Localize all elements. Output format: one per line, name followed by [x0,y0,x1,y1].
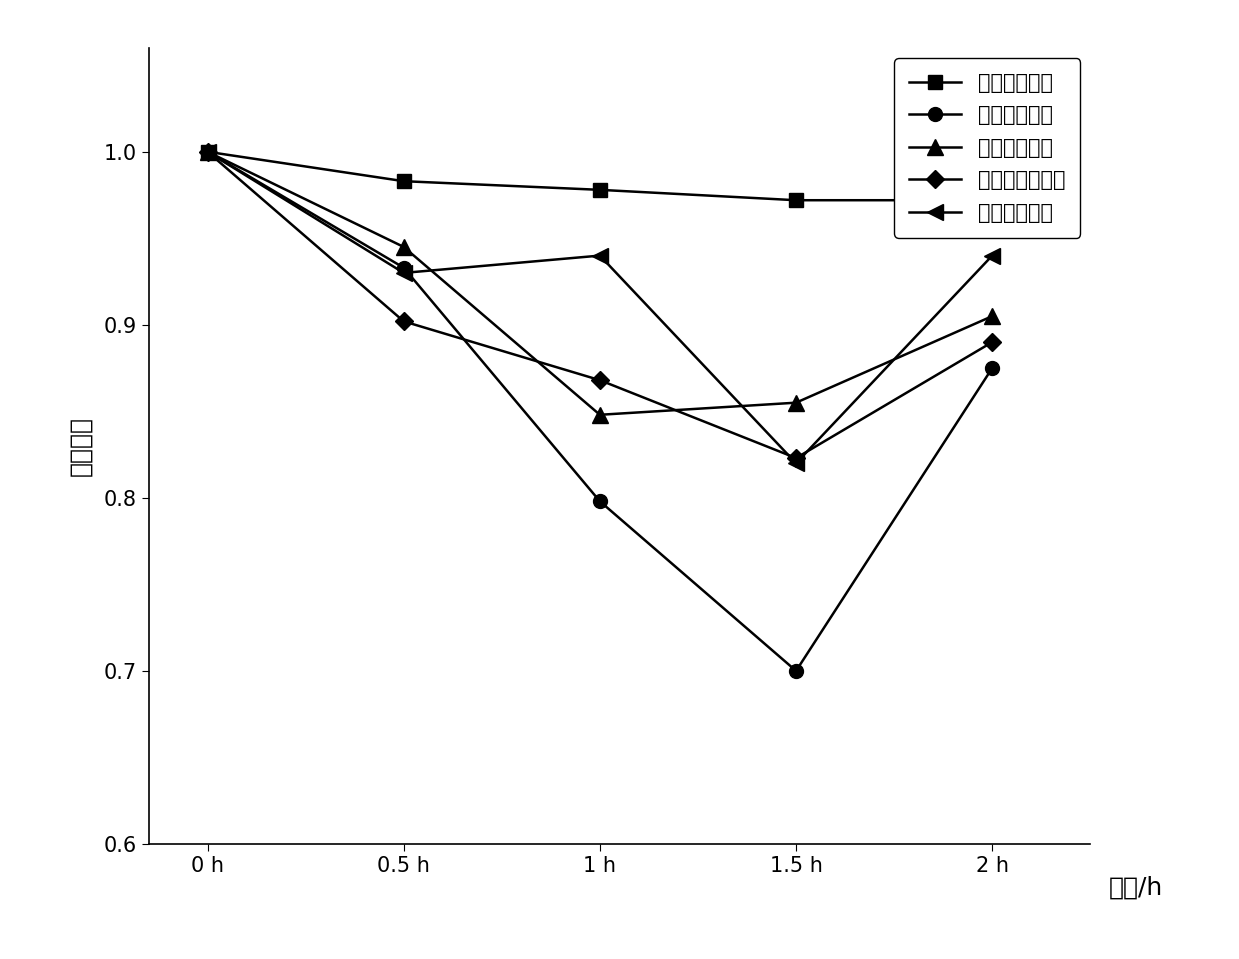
蟾蚧中剂量组 [592,409,607,421]
蟾蚧中低剂量组 [396,316,411,327]
蟾蚧高剂量组 [199,146,216,157]
蟾蚧中剂量组 [199,146,216,157]
蟾蚧高剂量组 [396,262,411,273]
Line: 蟾蚧中低剂量组: 蟾蚧中低剂量组 [201,146,999,464]
麡香保心丸组 [592,184,607,196]
Line: 蟾蚧高剂量组: 蟾蚧高剂量组 [201,145,999,678]
蟾蚧低剂量组 [199,146,216,157]
Legend: 麡香保心丸组, 蟾蚧高剂量组, 蟾蚧中剂量组, 蟾蚧中低剂量组, 蟾蚧低剂量组: 麡香保心丸组, 蟾蚧高剂量组, 蟾蚧中剂量组, 蟾蚧中低剂量组, 蟾蚧低剂量组 [895,58,1080,238]
蟾蚧高剂量组 [985,363,1000,374]
蟾蚧高剂量组 [592,496,607,507]
蟾蚧低剂量组 [592,250,607,262]
Line: 蟾蚧中剂量组: 蟾蚧中剂量组 [199,144,1000,422]
蟾蚧中低剂量组 [788,453,803,464]
蟾蚧中低剂量组 [592,374,607,386]
蟾蚧中低剂量组 [199,146,216,157]
麡香保心丸组 [396,175,411,187]
蟾蚧低剂量组 [788,457,803,469]
麡香保心丸组 [985,195,1000,206]
麡香保心丸组 [788,195,803,206]
蟾蚧低剂量组 [985,250,1000,262]
蟾蚧中低剂量组 [985,337,1000,348]
麡香保心丸组 [199,146,216,157]
蟾蚧低剂量组 [396,268,411,279]
Text: 时间/h: 时间/h [1109,876,1163,900]
Line: 麡香保心丸组: 麡香保心丸组 [201,145,999,207]
蟾蚧中剂量组 [985,311,1000,322]
蟾蚧中剂量组 [396,242,411,253]
Line: 蟾蚧低剂量组: 蟾蚧低剂量组 [199,144,1000,471]
蟾蚧中剂量组 [788,397,803,409]
Y-axis label: 相对心率: 相对心率 [68,416,93,476]
蟾蚧高剂量组 [788,666,803,677]
